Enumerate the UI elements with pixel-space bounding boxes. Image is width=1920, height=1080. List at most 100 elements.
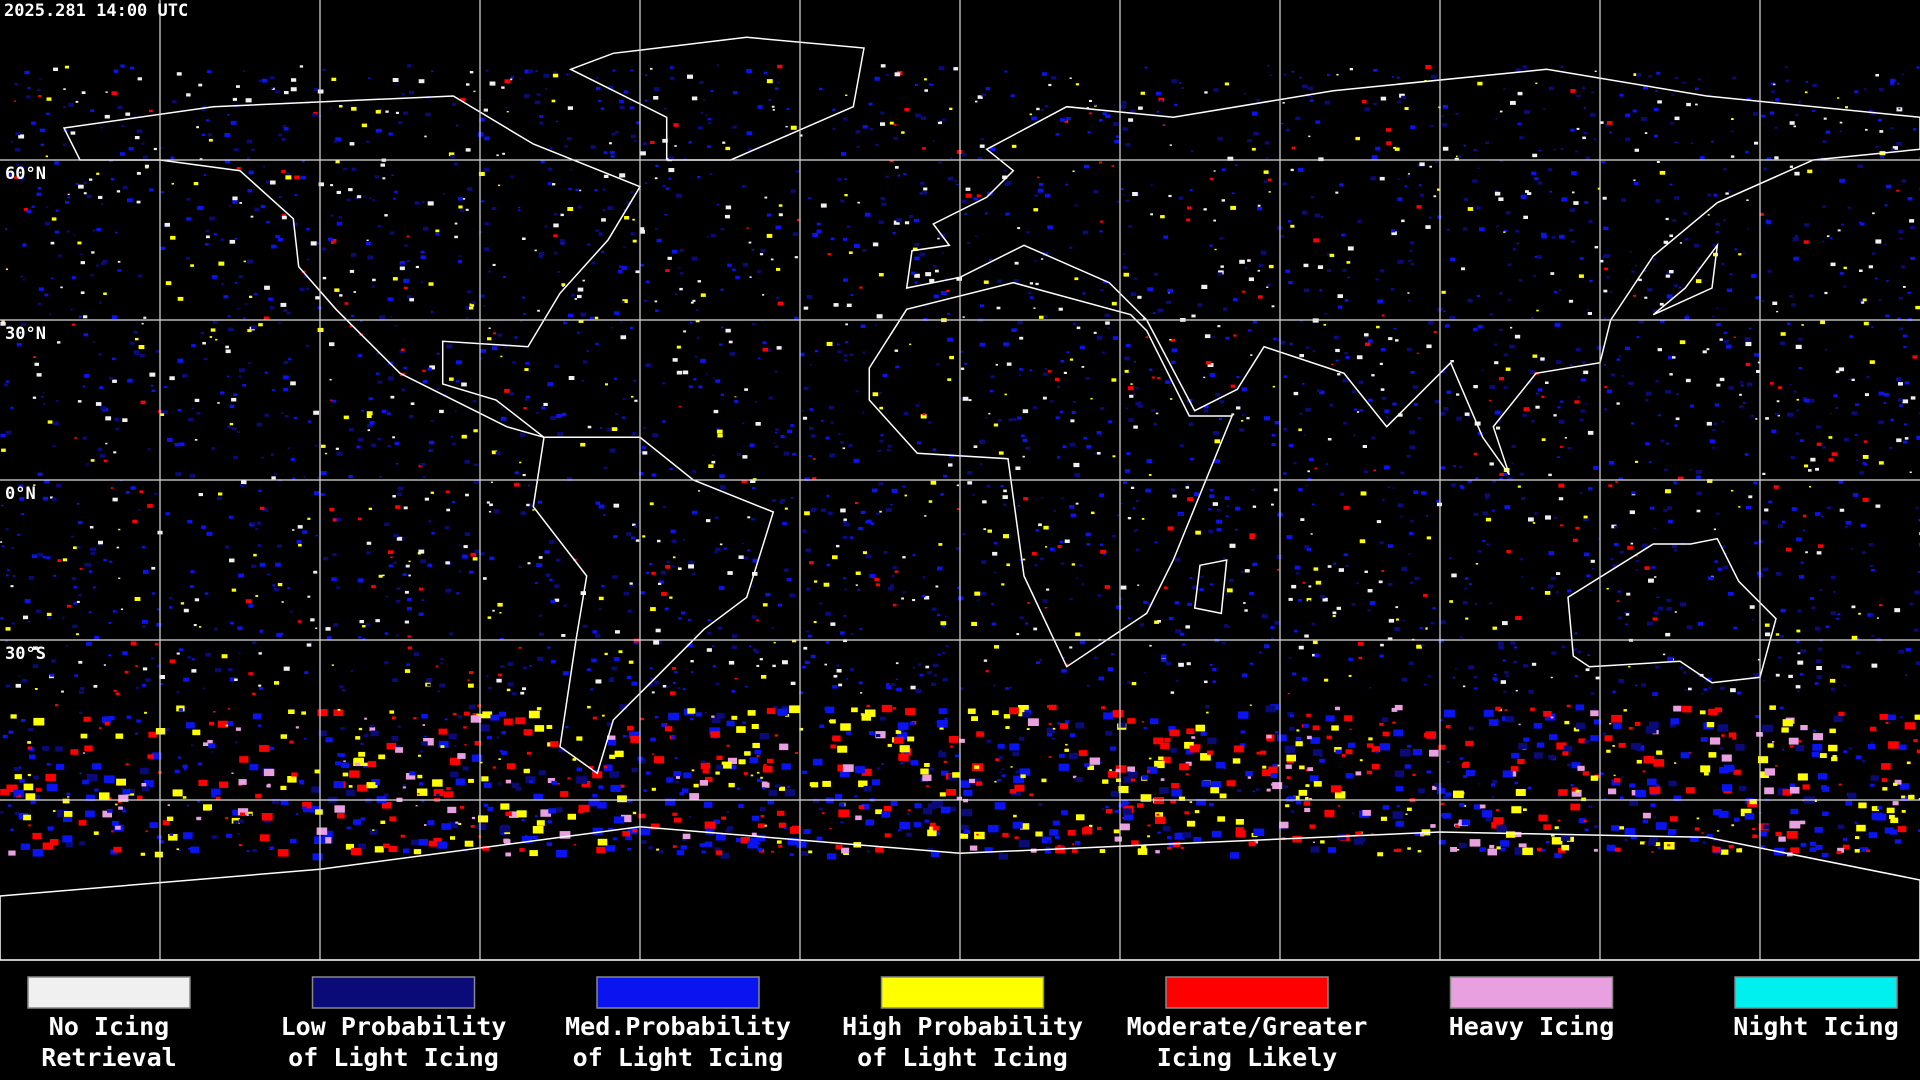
icing-pixel: [422, 380, 428, 384]
icing-pixel: [1477, 325, 1483, 329]
icing-pixel: [1337, 373, 1341, 376]
icing-pixel: [544, 225, 548, 228]
icing-pixel: [960, 833, 969, 839]
icing-pixel: [854, 795, 857, 798]
icing-pixel: [1003, 534, 1009, 539]
icing-pixel: [309, 806, 320, 813]
icing-pixel: [767, 348, 772, 352]
icing-pixel: [910, 760, 919, 766]
icing-pixel: [1440, 620, 1446, 625]
icing-pixel: [1549, 734, 1558, 741]
icing-pixel: [401, 537, 405, 540]
icing-pixel: [1132, 393, 1135, 395]
icing-pixel: [613, 535, 618, 539]
icing-pixel: [736, 726, 746, 733]
icing-pixel: [194, 439, 198, 441]
icing-pixel: [303, 805, 314, 813]
icing-pixel: [1382, 805, 1390, 810]
icing-pixel: [891, 683, 896, 687]
icing-pixel: [276, 633, 282, 637]
icing-pixel: [1419, 627, 1423, 629]
icing-pixel: [231, 427, 237, 431]
icing-pixel: [1187, 497, 1193, 502]
icing-pixel: [519, 432, 526, 437]
icing-pixel: [1149, 644, 1152, 647]
icing-pixel: [1577, 650, 1581, 653]
icing-pixel: [395, 325, 398, 327]
icing-pixel: [307, 595, 311, 598]
icing-pixel: [82, 436, 87, 440]
icing-pixel: [1875, 145, 1879, 149]
icing-pixel: [166, 728, 170, 731]
icing-pixel: [19, 497, 25, 501]
icing-pixel: [1879, 130, 1884, 133]
icing-pixel: [94, 635, 100, 640]
icing-pixel: [1018, 374, 1022, 376]
icing-pixel: [1561, 197, 1568, 202]
icing-pixel: [1215, 392, 1221, 397]
icing-pixel: [84, 745, 93, 752]
icing-pixel: [1837, 824, 1845, 830]
icing-pixel: [1473, 452, 1478, 456]
icing-pixel: [1312, 640, 1318, 645]
icing-pixel: [557, 782, 560, 785]
icing-pixel: [1416, 205, 1422, 209]
icing-pixel: [335, 447, 339, 450]
icing-pixel: [861, 803, 870, 810]
icing-pixel: [1527, 786, 1532, 790]
icing-pixel: [210, 809, 214, 812]
icing-pixel: [336, 190, 341, 194]
icing-pixel: [448, 733, 457, 740]
icing-pixel: [479, 724, 490, 732]
icing-pixel: [939, 750, 943, 753]
icing-pixel: [1489, 602, 1492, 605]
icing-pixel: [196, 816, 202, 821]
icing-pixel: [1817, 647, 1823, 651]
icing-pixel: [1451, 483, 1457, 487]
icing-pixel: [519, 461, 522, 464]
icing-pixel: [1628, 382, 1631, 385]
icing-pixel: [1796, 640, 1800, 643]
icing-pixel: [1522, 847, 1533, 856]
icing-pixel: [1116, 778, 1121, 782]
icing-pixel: [948, 736, 959, 743]
icing-pixel: [138, 274, 142, 278]
icing-pixel: [725, 328, 731, 333]
icing-pixel: [269, 746, 275, 750]
icing-pixel: [1103, 553, 1106, 556]
icing-pixel: [1821, 515, 1824, 518]
icing-pixel: [1679, 340, 1686, 345]
icing-pixel: [1231, 413, 1235, 416]
icing-pixel: [1053, 509, 1057, 512]
icing-pixel: [825, 436, 830, 440]
icing-pixel: [1884, 393, 1889, 397]
icing-pixel: [1789, 783, 1795, 788]
icing-pixel: [716, 712, 725, 719]
icing-pixel: [1280, 235, 1285, 238]
icing-pixel: [1532, 354, 1538, 358]
icing-pixel: [23, 783, 34, 791]
icing-pixel: [779, 786, 785, 791]
icing-pixel: [1089, 757, 1101, 765]
icing-pixel: [1602, 196, 1607, 200]
icing-pixel: [1780, 332, 1786, 336]
icing-pixel: [1557, 795, 1561, 798]
icing-pixel: [429, 365, 435, 370]
icing-pixel: [1798, 367, 1803, 370]
icing-pixel: [857, 589, 860, 591]
icing-pixel: [991, 622, 997, 626]
icing-pixel: [1654, 134, 1658, 138]
icing-pixel: [766, 233, 773, 238]
icing-pixel: [27, 620, 30, 623]
icing-pixel: [183, 767, 187, 770]
icing-pixel: [1858, 612, 1861, 615]
icing-pixel: [1644, 132, 1648, 134]
icing-pixel: [1123, 272, 1129, 277]
icing-pixel: [1489, 844, 1495, 849]
icing-pixel: [716, 429, 723, 434]
icing-pixel: [1744, 337, 1751, 342]
icing-pixel: [1160, 778, 1165, 781]
icing-pixel: [1485, 141, 1489, 145]
icing-pixel: [1609, 291, 1613, 294]
icing-pixel: [1251, 147, 1256, 151]
